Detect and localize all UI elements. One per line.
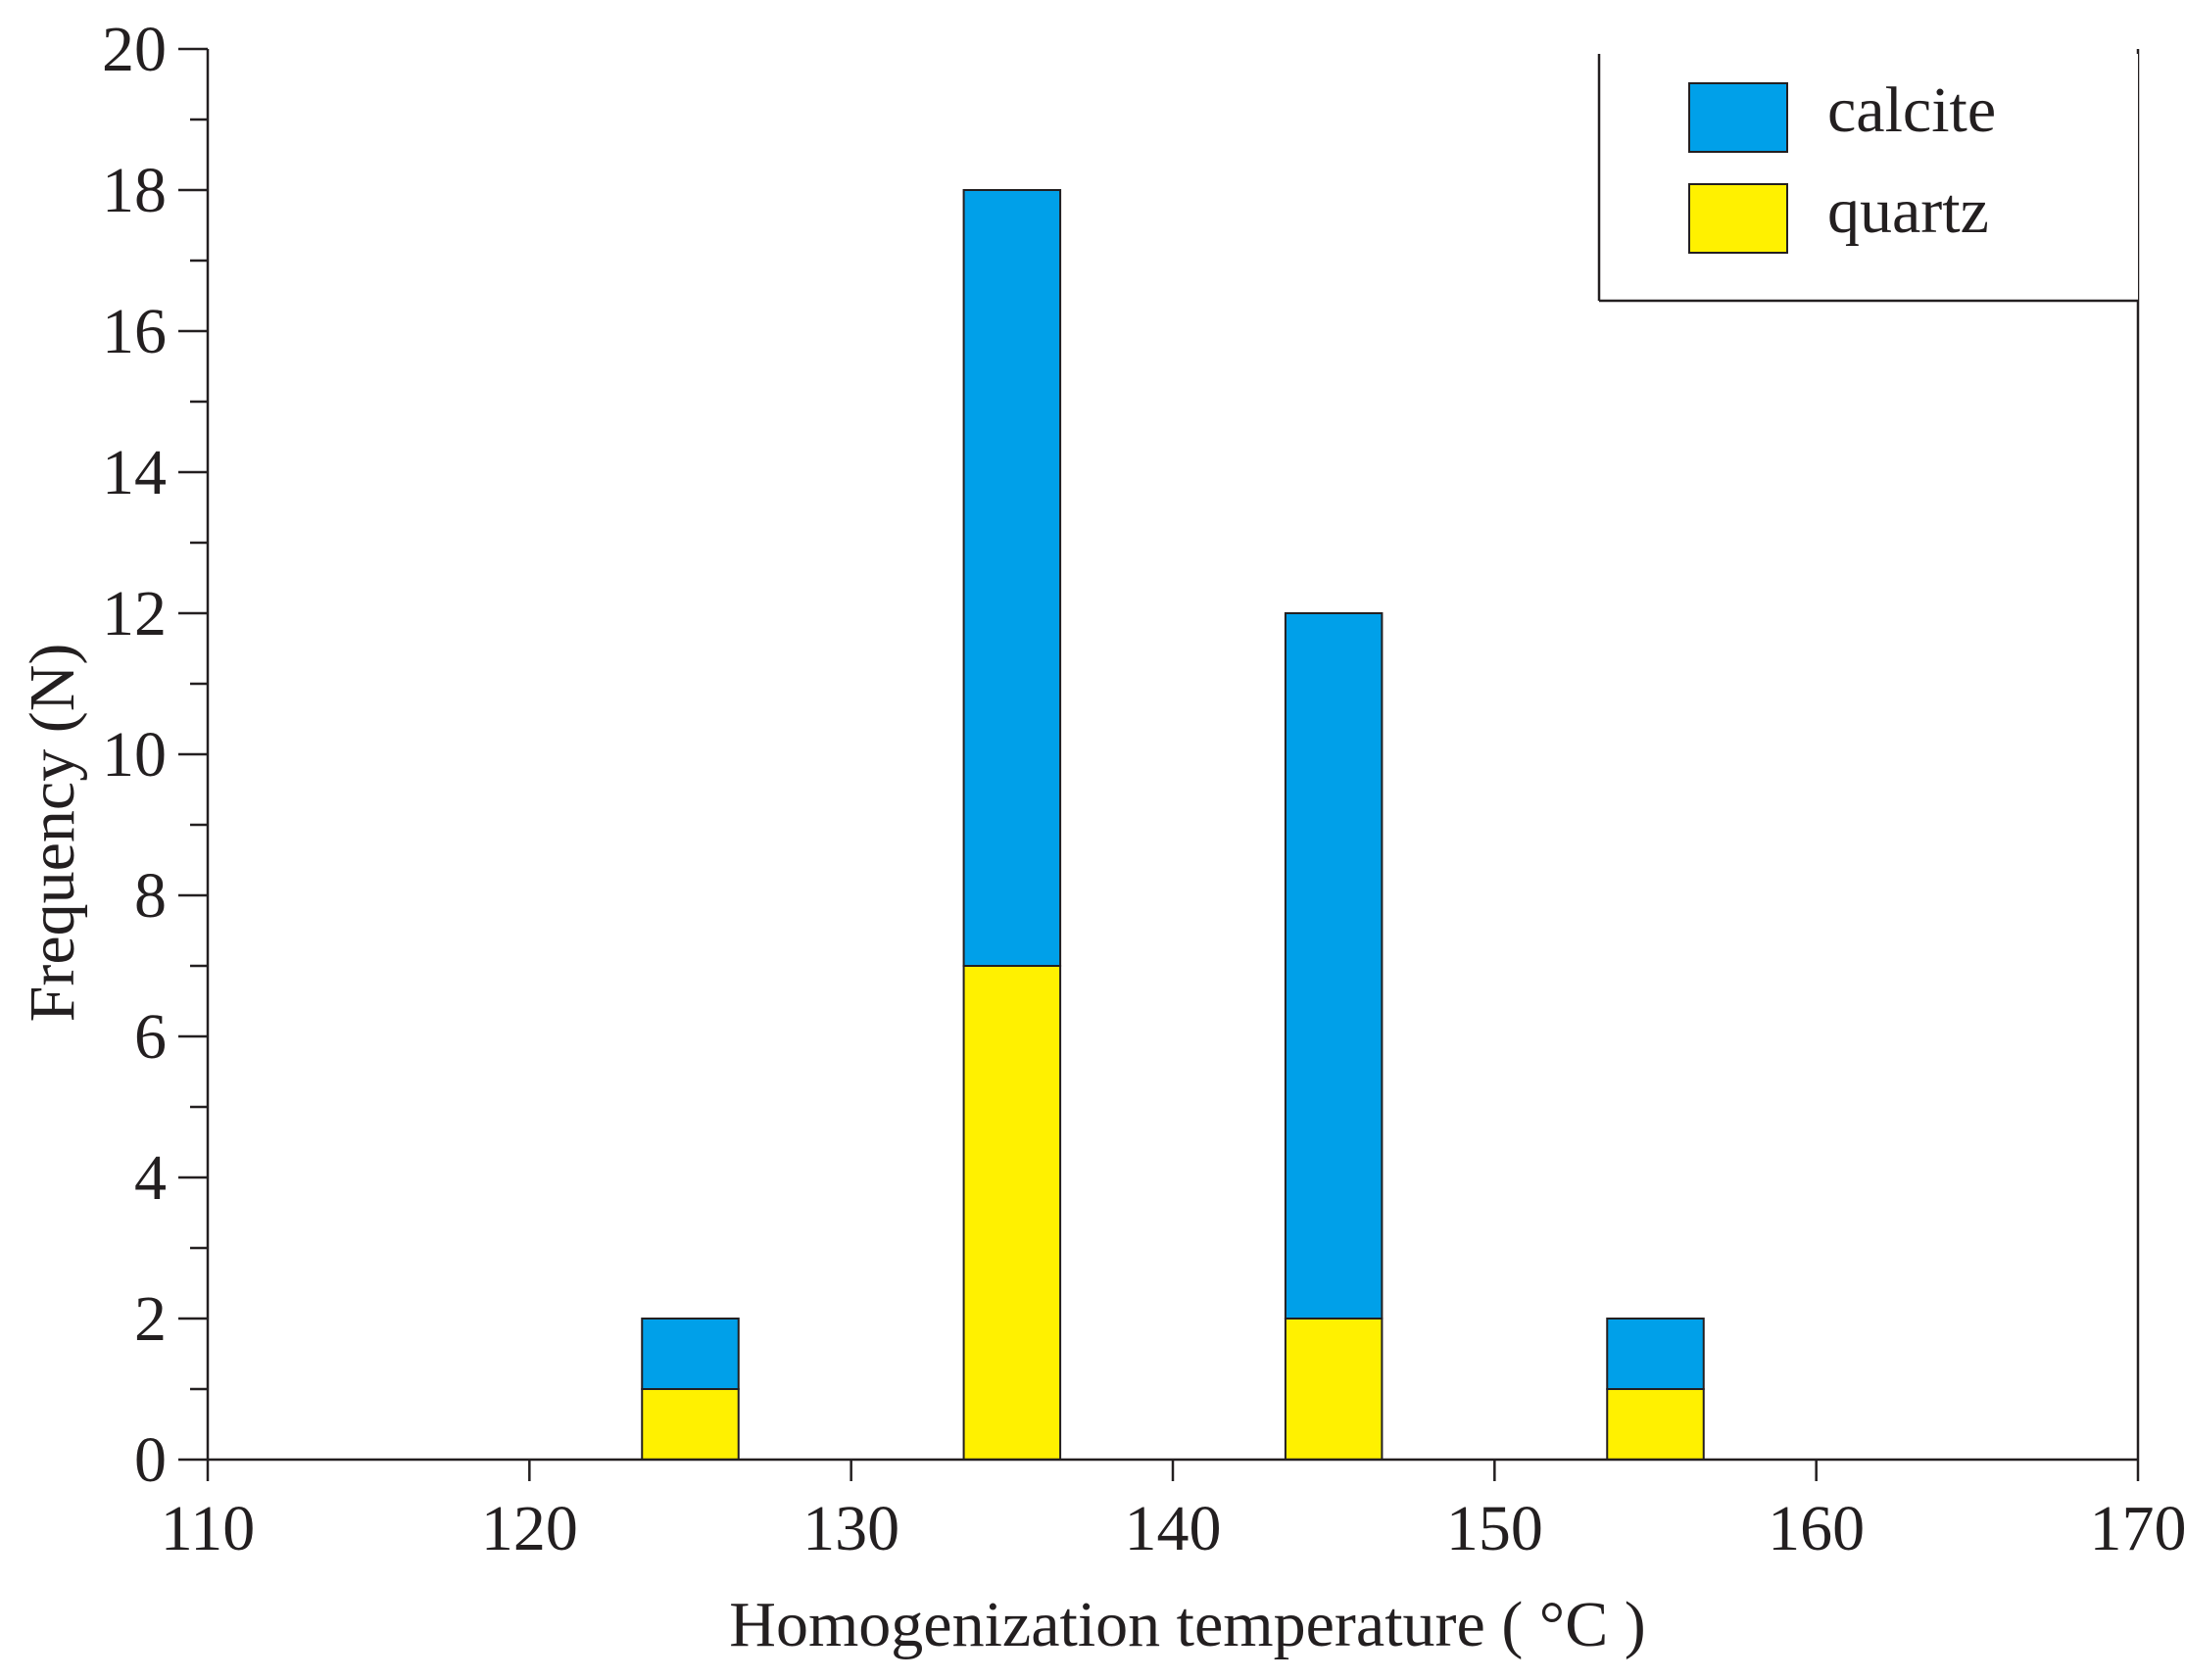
y-tick-label-6: 6 — [134, 1001, 167, 1073]
y-tick-label-18: 18 — [102, 155, 167, 226]
legend-label-calcite: calcite — [1827, 74, 1996, 146]
bar-quartz-145 — [1284, 1318, 1384, 1461]
x-tick-label-150: 150 — [1446, 1493, 1543, 1564]
bar-calcite-125 — [641, 1318, 740, 1390]
legend-swatch-calcite — [1688, 82, 1788, 153]
bar-quartz-155 — [1606, 1388, 1705, 1461]
y-tick-label-2: 2 — [134, 1283, 167, 1355]
x-tick-label-110: 110 — [161, 1493, 256, 1564]
y-tick-label-8: 8 — [134, 860, 167, 932]
x-tick-label-170: 170 — [2090, 1493, 2185, 1564]
y-tick-label-14: 14 — [102, 437, 167, 508]
x-tick-label-140: 140 — [1125, 1493, 1222, 1564]
x-tick-label-160: 160 — [1768, 1493, 1865, 1564]
legend-label-quartz: quartz — [1827, 175, 1989, 247]
x-tick-label-130: 130 — [802, 1493, 899, 1564]
y-tick-label-16: 16 — [102, 296, 167, 367]
y-tick-label-10: 10 — [102, 719, 167, 791]
y-tick-label-12: 12 — [102, 578, 167, 649]
bar-calcite-135 — [962, 189, 1062, 967]
y-tick-label-4: 4 — [134, 1142, 167, 1214]
y-axis-title: Frequency (N) — [17, 644, 88, 1023]
bar-quartz-135 — [962, 965, 1062, 1461]
legend-swatch-quartz — [1688, 183, 1788, 254]
bar-calcite-155 — [1606, 1318, 1705, 1390]
y-tick-label-20: 20 — [102, 14, 167, 85]
bar-quartz-125 — [641, 1388, 740, 1461]
bar-calcite-145 — [1284, 612, 1384, 1320]
x-axis-title: Homogenization temperature ( °C ) — [729, 1589, 1645, 1660]
y-tick-label-0: 0 — [134, 1424, 167, 1496]
x-tick-label-120: 120 — [481, 1493, 578, 1564]
